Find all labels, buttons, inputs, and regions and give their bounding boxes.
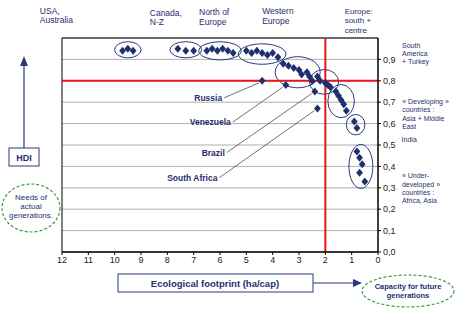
svg-text:3: 3 [296, 255, 301, 265]
svg-text:0: 0 [375, 255, 380, 265]
svg-text:HDI: HDI [16, 153, 32, 163]
svg-text:Europe:south +centre: Europe:south +centre [345, 7, 373, 34]
svg-text:Russia: Russia [194, 93, 222, 103]
svg-text:7: 7 [191, 255, 196, 265]
svg-text:12: 12 [57, 255, 67, 265]
svg-text:10: 10 [110, 255, 120, 265]
svg-text:4: 4 [270, 255, 275, 265]
svg-text:Capacity for futuregenerations: Capacity for futuregenerations [375, 282, 442, 300]
svg-text:SouthAmerica+ Turkey: SouthAmerica+ Turkey [402, 42, 430, 66]
svg-text:Brazil: Brazil [202, 148, 225, 158]
svg-text:0,2: 0,2 [383, 204, 396, 214]
svg-text:India: India [402, 136, 417, 143]
svg-text:Venezuela: Venezuela [190, 117, 231, 127]
svg-text:Ecological footprint (ha/cap): Ecological footprint (ha/cap) [151, 278, 279, 289]
svg-text:5: 5 [244, 255, 249, 265]
svg-text:0,5: 0,5 [383, 140, 396, 150]
svg-text:Needs ofactualgenerations.: Needs ofactualgenerations. [9, 193, 53, 220]
svg-text:9: 9 [138, 255, 143, 265]
svg-text:8: 8 [165, 255, 170, 265]
svg-text:0,3: 0,3 [383, 183, 396, 193]
svg-text:1: 1 [349, 255, 354, 265]
svg-text:0,6: 0,6 [383, 119, 396, 129]
svg-text:Canada,N-Z: Canada,N-Z [150, 8, 182, 28]
svg-text:0,0: 0,0 [383, 247, 396, 257]
svg-text:« Under-developed »countries :: « Under-developed »countries :Africa, As… [402, 172, 440, 204]
svg-text:0,4: 0,4 [383, 162, 396, 172]
svg-text:USA,Australia: USA,Australia [40, 6, 73, 26]
svg-text:2: 2 [323, 255, 328, 265]
svg-text:0,9: 0,9 [383, 55, 396, 65]
svg-text:0,7: 0,7 [383, 97, 396, 107]
svg-text:« Developing »countries :Asia: « Developing »countries :Asia + MiddleEa… [402, 98, 449, 130]
svg-text:South Africa: South Africa [167, 173, 217, 183]
svg-text:6: 6 [217, 255, 222, 265]
svg-text:11: 11 [84, 255, 93, 265]
svg-text:WesternEurope: WesternEurope [262, 6, 294, 26]
svg-text:North ofEurope: North ofEurope [199, 7, 230, 27]
svg-text:0,1: 0,1 [383, 226, 396, 236]
svg-text:0,8: 0,8 [383, 76, 396, 86]
